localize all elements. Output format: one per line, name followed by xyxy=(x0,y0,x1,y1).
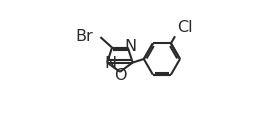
Text: Cl: Cl xyxy=(177,20,193,35)
Text: Br: Br xyxy=(76,29,93,44)
Text: N: N xyxy=(104,56,116,71)
Text: N: N xyxy=(125,39,137,54)
Text: O: O xyxy=(114,68,127,83)
